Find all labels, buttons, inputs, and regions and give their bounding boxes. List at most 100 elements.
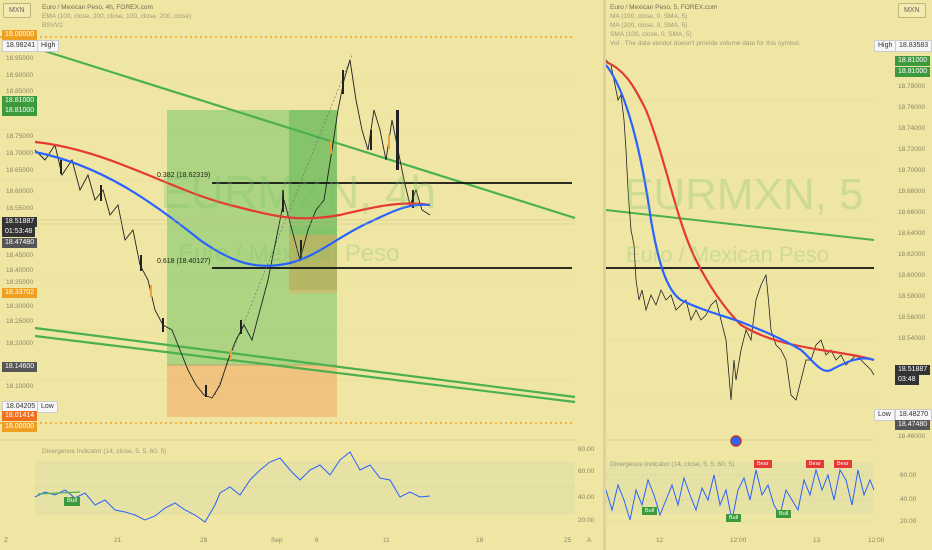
right-price-tag-current: 18.51887 bbox=[895, 365, 931, 375]
left-price-tag-current: 18.51887 bbox=[2, 217, 38, 227]
ema-blue-line bbox=[34, 150, 431, 267]
right-bear-label: Bear bbox=[754, 460, 772, 468]
lower-trend-line-2 bbox=[34, 334, 576, 404]
price-series bbox=[34, 59, 431, 399]
left-price-tick: 18.85000 bbox=[6, 88, 34, 95]
left-watermark-name: Euro / Mexican Peso bbox=[178, 240, 400, 267]
right-price-tag-green2: 18.81000 bbox=[895, 67, 931, 77]
right-chart-canvas[interactable] bbox=[606, 0, 932, 550]
pane-divider[interactable] bbox=[603, 0, 606, 550]
right-low-label: Low bbox=[874, 409, 895, 421]
left-price-tag-green2: 18.81000 bbox=[2, 106, 38, 116]
left-price-tick: 18.95000 bbox=[6, 55, 34, 62]
right-legend-sma: SMA (100, close, 0, SMA, 5) bbox=[610, 31, 692, 38]
right-time-tick: 13 bbox=[813, 537, 821, 544]
right-ma-red-line bbox=[606, 60, 875, 362]
left-price-tick: 18.70000 bbox=[6, 150, 34, 157]
left-price-tag-146: 18.14600 bbox=[2, 362, 38, 372]
right-bull-label: Bull bbox=[776, 510, 792, 518]
left-price-tick: 18.35000 bbox=[6, 279, 34, 286]
auto-scale-button[interactable]: A bbox=[587, 537, 592, 544]
left-price-tag-green1: 18.81000 bbox=[2, 96, 38, 106]
right-bear-label: Bear bbox=[834, 460, 852, 468]
right-high-label: High bbox=[874, 40, 897, 52]
left-countdown-tag: 01:53:48 bbox=[2, 227, 36, 237]
right-symbol-badge[interactable]: MXN bbox=[898, 3, 926, 18]
right-time-tick: 12 bbox=[656, 537, 664, 544]
left-price-tag-high: 18.98241 bbox=[2, 40, 40, 52]
left-time-tick: 18 bbox=[476, 537, 484, 544]
left-time-tick: Sep bbox=[271, 537, 283, 544]
right-price-tick: 18.58000 bbox=[898, 293, 926, 300]
right-indicator-title: Divergence Indicator (14, close, 5, 5, 6… bbox=[610, 461, 735, 468]
right-chart-legend: Euro / Mexican Peso, 5, FOREX.com MA (10… bbox=[610, 3, 800, 48]
left-high-label: High bbox=[37, 40, 60, 52]
right-ma-blue-line bbox=[606, 64, 875, 372]
left-price-tick: 18.65000 bbox=[6, 167, 34, 174]
left-ind-tick: 60.00 bbox=[578, 468, 595, 475]
right-price-tick: 18.56000 bbox=[898, 314, 926, 321]
left-ind-tick: 20.00 bbox=[578, 517, 595, 524]
fib-0382-label: 0.382 (18.62319) bbox=[157, 172, 211, 179]
right-price-tag-ref: 18.47480 bbox=[895, 420, 931, 430]
right-bull-label: Bull bbox=[642, 507, 658, 515]
left-price-tick: 18.20000 bbox=[6, 340, 34, 347]
upper-trend-line bbox=[34, 46, 576, 220]
right-watermark-symbol: EURMXN, 5 bbox=[624, 170, 864, 219]
left-ind-tick: 40.00 bbox=[578, 494, 595, 501]
indicator-band bbox=[35, 462, 575, 514]
right-price-tick: 18.70000 bbox=[898, 167, 926, 174]
left-price-tag-low-ref: 18.47480 bbox=[2, 238, 38, 248]
right-legend-title: Euro / Mexican Peso, 5, FOREX.com bbox=[610, 4, 718, 11]
right-price-tag-high: 18.83583 bbox=[895, 40, 932, 52]
right-ind-tick: 60.00 bbox=[900, 472, 917, 479]
left-time-tick: 28 bbox=[200, 537, 208, 544]
right-time-tick: 12:00 bbox=[730, 537, 747, 544]
left-price-tag-orange: 18.33702 bbox=[2, 288, 38, 298]
right-legend-vol: Vol · The data vendor doesn't provide vo… bbox=[610, 40, 801, 47]
right-legend-ma2: MA (200, close, 0, SMA, 5) bbox=[610, 22, 688, 29]
left-price-tick: 18.60000 bbox=[6, 188, 34, 195]
right-chart-pane[interactable]: MXN Euro / Mexican Peso, 5, FOREX.com MA… bbox=[606, 0, 932, 550]
right-earnings-marker bbox=[730, 435, 742, 447]
left-time-tick: 11 bbox=[383, 537, 390, 544]
left-symbol-badge[interactable]: MXN bbox=[3, 3, 31, 18]
right-ind-tick: 40.00 bbox=[900, 496, 917, 503]
left-time-tick: Z bbox=[4, 537, 8, 544]
left-price-tick: 18.55000 bbox=[6, 205, 34, 212]
right-ind-tick: 20.00 bbox=[900, 518, 917, 525]
left-legend-ema: EMA (100, close, 200, close, 100, close,… bbox=[42, 13, 192, 20]
indicator-line bbox=[34, 451, 431, 523]
right-bear-label: Bear bbox=[806, 460, 824, 468]
fib-0618-label: 0.618 (18.40127) bbox=[157, 258, 211, 265]
left-chart-legend: Euro / Mexican Peso, 4h, FOREX.com EMA (… bbox=[42, 3, 191, 30]
right-price-tick: 18.76000 bbox=[898, 104, 926, 111]
right-price-tick: 18.64000 bbox=[898, 230, 926, 237]
left-time-tick: 25 bbox=[564, 537, 572, 544]
left-ind-tick: 80.00 bbox=[578, 446, 595, 453]
left-price-tag-low2: 18.01414 bbox=[2, 411, 38, 421]
right-price-tick: 18.72000 bbox=[898, 146, 926, 153]
long-position-loss-zone bbox=[167, 365, 337, 417]
left-chart-pane[interactable]: MXN Euro / Mexican Peso, 4h, FOREX.com E… bbox=[0, 0, 603, 550]
left-price-tick: 18.45000 bbox=[6, 252, 34, 259]
left-price-tick: 18.90000 bbox=[6, 72, 34, 79]
left-bull-label: Bull bbox=[64, 497, 81, 506]
right-bull-label: Bull bbox=[726, 514, 742, 522]
right-price-tick: 18.46000 bbox=[898, 433, 926, 440]
right-price-tick: 18.78000 bbox=[898, 83, 926, 90]
right-countdown-tag: 03:48 bbox=[895, 375, 919, 385]
left-legend-bsvv: BSVV2 bbox=[42, 22, 63, 29]
right-price-tag-green1: 18.81000 bbox=[895, 56, 931, 66]
right-price-tick: 18.54000 bbox=[898, 335, 926, 342]
left-low-label: Low bbox=[37, 401, 58, 413]
right-price-tick: 18.66000 bbox=[898, 209, 926, 216]
right-indicator-line bbox=[606, 468, 875, 521]
left-price-tag-low-dotted: 18.00000 bbox=[2, 422, 38, 432]
left-price-tick: 18.25000 bbox=[6, 318, 34, 325]
left-watermark-symbol: EURMXN, 4h bbox=[160, 166, 437, 218]
left-chart-canvas[interactable] bbox=[0, 0, 603, 550]
left-time-tick: 21 bbox=[114, 537, 122, 544]
lower-trend-line-1 bbox=[34, 326, 576, 399]
left-time-tick: 6 bbox=[315, 537, 319, 544]
